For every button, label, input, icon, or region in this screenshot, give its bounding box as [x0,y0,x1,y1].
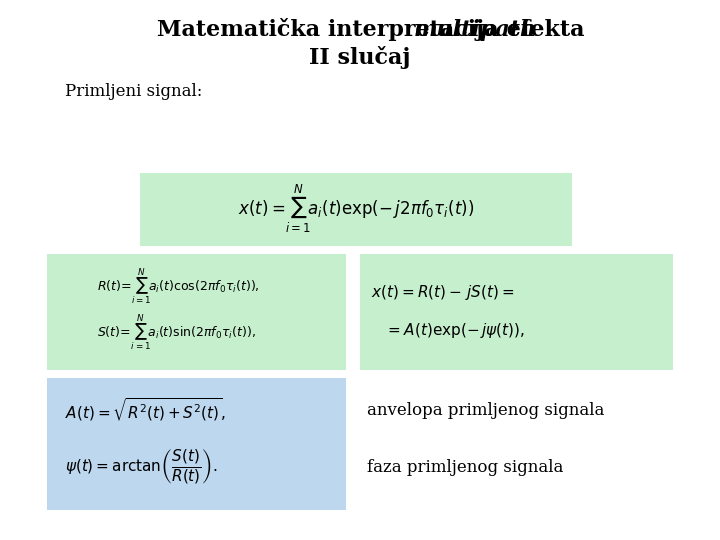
Bar [360,254,673,370]
Bar [47,378,346,510]
Text: $=A(t)\mathrm{exp}(-\,j\psi(t)),$: $=A(t)\mathrm{exp}(-\,j\psi(t)),$ [385,321,525,340]
Text: efekta: efekta [499,19,585,40]
Bar [47,254,346,370]
Text: $S(t)\!=\!\sum_{i=1}^{N}\!a_i(t)\sin(2\pi f_0\tau_i(t)),$: $S(t)\!=\!\sum_{i=1}^{N}\!a_i(t)\sin(2\p… [97,313,256,353]
Text: $x(t)=\!\sum_{i=1}^{N}\!a_i(t)\mathrm{exp}(-\,j2\pi f_0\tau_i(t))$: $x(t)=\!\sum_{i=1}^{N}\!a_i(t)\mathrm{ex… [238,183,474,235]
Text: $A(t)=\sqrt{R^2(t)+S^2(t)},$: $A(t)=\sqrt{R^2(t)+S^2(t)},$ [65,397,226,424]
Bar [140,173,572,246]
Text: $\psi(t)=\arctan\!\left(\dfrac{S(t)}{R(t)}\right).$: $\psi(t)=\arctan\!\left(\dfrac{S(t)}{R(t… [65,448,217,486]
Text: multipath: multipath [413,19,536,40]
Text: faza primljenog signala: faza primljenog signala [367,458,564,476]
Text: II slučaj: II slučaj [310,46,410,69]
Text: Primljeni signal:: Primljeni signal: [65,83,202,100]
Text: $x(t)=R(t)-\,jS(t)=$: $x(t)=R(t)-\,jS(t)=$ [371,283,514,302]
Text: Matematička interpretacija: Matematička interpretacija [157,18,506,41]
Text: $R(t)\!=\!\sum_{i=1}^{N}\!a_i(t)\cos(2\pi f_0\tau_i(t)),$: $R(t)\!=\!\sum_{i=1}^{N}\!a_i(t)\cos(2\p… [97,267,260,307]
Text: anvelopa primljenog signala: anvelopa primljenog signala [367,402,605,419]
